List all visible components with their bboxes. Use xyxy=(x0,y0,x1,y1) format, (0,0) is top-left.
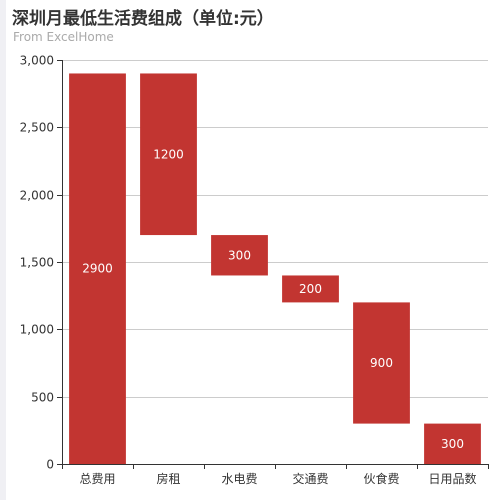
chart-subtitle: From ExcelHome xyxy=(13,30,114,44)
x-axis: 总费用 房租 水电费 交通费 伙食费 日用品数 xyxy=(62,464,489,486)
bar-value-label: 300 xyxy=(228,248,251,262)
y-axis: 0 500 1,000 1,500 2,000 2,500 3,000 xyxy=(20,54,63,472)
y-tick-label: 1,000 xyxy=(20,323,54,337)
y-tick-label: 0 xyxy=(46,458,54,472)
bar-value-label: 1200 xyxy=(153,147,184,161)
bar-value-label: 2900 xyxy=(82,262,113,276)
x-tick-label: 伙食费 xyxy=(363,471,399,486)
left-edge-strip xyxy=(0,0,6,500)
y-tick-label: 3,000 xyxy=(20,54,54,68)
grid-lines xyxy=(62,60,488,398)
x-tick-label: 水电费 xyxy=(221,472,257,486)
bar-value-label: 300 xyxy=(441,437,464,451)
y-tick-label: 500 xyxy=(31,391,54,405)
bar-value-label: 200 xyxy=(299,282,322,296)
bar xyxy=(353,302,410,424)
y-tick-label: 2,500 xyxy=(20,121,54,135)
bar xyxy=(69,73,126,464)
bar xyxy=(140,73,197,236)
x-tick-label: 交通费 xyxy=(292,471,328,486)
y-tick-label: 1,500 xyxy=(20,256,54,270)
bar-value-label: 900 xyxy=(370,356,393,370)
bar xyxy=(282,275,339,303)
x-tick-label: 总费用 xyxy=(79,472,115,486)
x-tick-label: 日用品数 xyxy=(428,471,476,486)
bar xyxy=(424,423,481,464)
chart-title: 深圳月最低生活费组成（单位:元） xyxy=(12,9,274,29)
bar xyxy=(211,235,268,276)
x-tick-label: 房租 xyxy=(156,471,180,486)
bars: 2900 1200 300 200 900 300 xyxy=(69,73,481,464)
y-tick-label: 2,000 xyxy=(20,189,54,203)
